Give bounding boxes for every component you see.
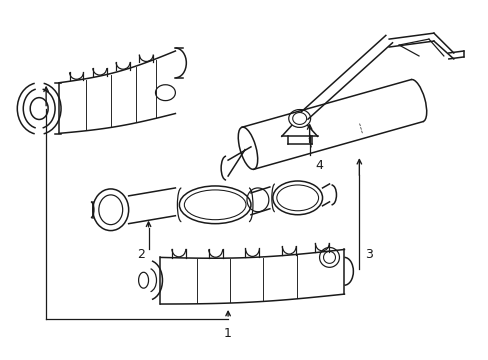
Text: 2: 2 — [136, 248, 144, 261]
Text: 1: 1 — [224, 327, 232, 340]
Ellipse shape — [179, 186, 250, 224]
Text: 4: 4 — [315, 159, 323, 172]
Ellipse shape — [272, 181, 322, 215]
Text: 3: 3 — [365, 248, 372, 261]
